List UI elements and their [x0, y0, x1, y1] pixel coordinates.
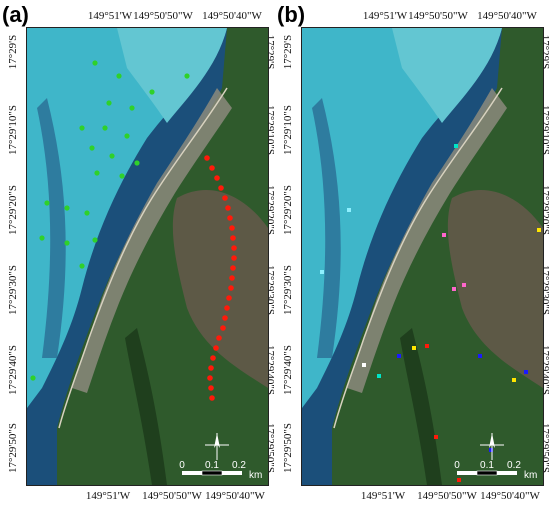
scale-tick-0: 0	[454, 460, 460, 471]
reef-area	[302, 28, 502, 408]
panel-a-top-lon-1: 149°51'W	[87, 10, 133, 22]
scale-bar: 0 0.1 0.2 km	[454, 460, 537, 481]
scale-tick-1: 0.1	[480, 460, 494, 471]
panel-b-top-lon-3: 149°50'40"W	[477, 10, 537, 22]
panel-a-left-lat-1: 17°29'S	[7, 34, 19, 70]
valley-area	[125, 328, 167, 485]
panel-b-left-lat-1: 17°29'S	[282, 34, 294, 70]
red-markers	[204, 155, 237, 401]
panel-b-label: (b)	[277, 2, 306, 27]
panel-b-left-lat-2: 17°29'10"S	[282, 105, 294, 155]
panel-a-left-lat-3: 17°29'20"S	[7, 185, 19, 235]
scale-bar: 0 0.1 0.2 km	[179, 460, 262, 481]
north-arrow-icon	[480, 433, 504, 460]
panel-b-bottom-lon-3: 149°50'40"W	[480, 490, 540, 502]
hillside-area	[447, 189, 543, 388]
coastal-road	[58, 87, 228, 429]
land-area	[332, 28, 543, 485]
lagoon-area	[117, 28, 227, 123]
channel-area	[312, 98, 341, 358]
scale-unit: km	[249, 470, 262, 481]
colored-square-markers	[320, 144, 541, 482]
panel-a-bottom-lon-1: 149°51'W	[85, 490, 131, 502]
scale-tick-2: 0.2	[232, 460, 246, 471]
scale-tick-2: 0.2	[507, 460, 521, 471]
scale-tick-0: 0	[179, 460, 185, 471]
panel-b-left-lat-6: 17°29'50"S	[282, 423, 294, 473]
hillside-area	[172, 189, 268, 388]
panel-b-map-svg: 0 0.1 0.2 km	[302, 28, 543, 485]
panel-b-top-lon-2: 149°50'50"W	[408, 10, 468, 22]
panel-a-satellite-map[interactable]: 0 0.1 0.2 km	[26, 27, 269, 486]
panel-b-bottom-lon-2: 149°50'50"W	[417, 490, 477, 502]
reef-area	[27, 28, 227, 408]
panel-a-label: (a)	[2, 2, 29, 27]
panel-a-left-lat-6: 17°29'50"S	[7, 423, 19, 473]
panel-a-left-lat-2: 17°29'10"S	[7, 105, 19, 155]
panel-a-map-svg: 0 0.1 0.2 km	[27, 28, 268, 485]
scale-tick-1: 0.1	[205, 460, 219, 471]
panel-a-left-lat-4: 17°29'30"S	[7, 265, 19, 315]
panel-a-bottom-lon-2: 149°50'50"W	[142, 490, 202, 502]
panel-b: (b) 149°51'W 149°50'50"W 149°50'40"W 149…	[275, 0, 550, 513]
urban-strip	[347, 88, 507, 393]
urban-strip	[72, 88, 232, 393]
panel-b-top-lon-1: 149°51'W	[362, 10, 408, 22]
panel-b-left-lat-3: 17°29'20"S	[282, 185, 294, 235]
scale-unit: km	[524, 470, 537, 481]
panel-b-left-lat-5: 17°29'40"S	[282, 345, 294, 395]
panel-a-bottom-lon-3: 149°50'40"W	[205, 490, 265, 502]
land-area	[57, 28, 268, 485]
north-arrow-icon	[205, 433, 229, 460]
panel-a-top-lon-3: 149°50'40"W	[202, 10, 262, 22]
panel-a-left-lat-5: 17°29'40"S	[7, 345, 19, 395]
channel-area	[37, 98, 66, 358]
panel-a-top-lon-2: 149°50'50"W	[133, 10, 193, 22]
coastal-road	[333, 87, 503, 429]
panel-b-satellite-map[interactable]: 0 0.1 0.2 km	[301, 27, 544, 486]
valley-area	[400, 328, 442, 485]
panel-b-left-lat-4: 17°29'30"S	[282, 265, 294, 315]
panel-a: (a) 149°51'W 149°50'50"W 149°50'40"W 149…	[2, 2, 276, 502]
panel-b-bottom-lon-1: 149°51'W	[360, 490, 406, 502]
lagoon-area	[392, 28, 502, 123]
green-markers	[30, 60, 190, 381]
